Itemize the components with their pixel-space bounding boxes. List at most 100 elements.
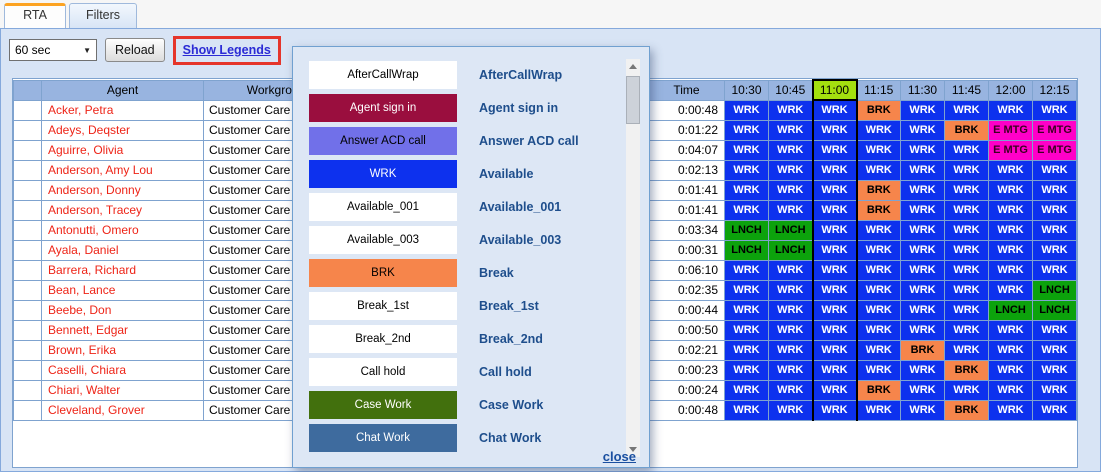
- time-slot-header[interactable]: 12:00: [988, 79, 1033, 101]
- state-cell: BRK: [856, 99, 901, 121]
- row-selector-cell[interactable]: [13, 319, 42, 341]
- reload-button[interactable]: Reload: [105, 38, 165, 62]
- row-selector-cell[interactable]: [13, 159, 42, 181]
- row-selector-cell[interactable]: [13, 99, 42, 121]
- scroll-down-button[interactable]: [626, 442, 640, 457]
- time-slot-header[interactable]: 11:45: [944, 79, 989, 101]
- adherence-time: 0:01:41: [648, 179, 725, 201]
- row-selector-cell[interactable]: [13, 399, 42, 421]
- adherence-time: 0:04:07: [648, 139, 725, 161]
- time-slot-header[interactable]: 11:30: [900, 79, 945, 101]
- agent-name: Cleveland, Grover: [41, 399, 204, 421]
- row-selector-cell[interactable]: [13, 119, 42, 141]
- state-cell: LNCH: [724, 219, 769, 241]
- refresh-interval-select[interactable]: 60 sec ▼: [9, 39, 97, 61]
- state-cell: WRK: [944, 199, 989, 221]
- adherence-time: 0:06:10: [648, 259, 725, 281]
- scrollbar-thumb[interactable]: [626, 76, 640, 124]
- annotation-highlight-box: Show Legends: [172, 35, 281, 65]
- state-cell: WRK: [988, 399, 1033, 421]
- state-cell: WRK: [724, 299, 769, 321]
- row-selector-cell[interactable]: [13, 219, 42, 241]
- time-slot-header[interactable]: 10:45: [768, 79, 813, 101]
- tab-rta[interactable]: RTA: [4, 3, 66, 28]
- state-cell: WRK: [724, 259, 769, 281]
- time-column-header[interactable]: Time: [648, 79, 725, 101]
- row-selector-cell[interactable]: [13, 359, 42, 381]
- adherence-time: 0:01:22: [648, 119, 725, 141]
- agent-name: Anderson, Tracey: [41, 199, 204, 221]
- legend-item: Agent sign in Agent sign in: [309, 94, 649, 122]
- time-slot-header[interactable]: 11:15: [856, 79, 901, 101]
- legend-label: Available_001: [479, 200, 562, 214]
- state-cell: WRK: [900, 159, 945, 181]
- state-cell: WRK: [768, 99, 813, 121]
- state-cell: WRK: [811, 319, 858, 341]
- agent-name: Anderson, Amy Lou: [41, 159, 204, 181]
- state-cell: WRK: [768, 319, 813, 341]
- state-cell: BRK: [944, 119, 989, 141]
- state-cell: LNCH: [768, 239, 813, 261]
- row-selector-cell[interactable]: [13, 239, 42, 261]
- tab-filters[interactable]: Filters: [69, 3, 138, 28]
- state-cell: WRK: [944, 379, 989, 401]
- scroll-up-button[interactable]: [626, 59, 640, 74]
- state-cell: WRK: [988, 379, 1033, 401]
- state-cell: WRK: [900, 139, 945, 161]
- row-selector-cell[interactable]: [13, 379, 42, 401]
- agent-name: Ayala, Daniel: [41, 239, 204, 261]
- legend-label: Available_003: [479, 233, 562, 247]
- row-selector-cell[interactable]: [13, 299, 42, 321]
- legend-item: Call hold Call hold: [309, 358, 649, 386]
- state-cell: WRK: [944, 239, 989, 261]
- time-slot-header[interactable]: 12:15: [1032, 79, 1077, 101]
- state-cell: WRK: [988, 339, 1033, 361]
- row-selector-cell[interactable]: [13, 199, 42, 221]
- row-selector-cell[interactable]: [13, 279, 42, 301]
- time-slot-header[interactable]: 10:30: [724, 79, 769, 101]
- legend-label: Available: [479, 167, 534, 181]
- agent-name: Chiari, Walter: [41, 379, 204, 401]
- state-cell: WRK: [900, 259, 945, 281]
- state-cell: WRK: [1032, 179, 1077, 201]
- state-cell: WRK: [900, 319, 945, 341]
- agent-column-header[interactable]: Agent: [41, 79, 204, 101]
- tab-bar: RTA Filters: [4, 3, 138, 28]
- state-cell: WRK: [724, 199, 769, 221]
- state-cell: WRK: [768, 379, 813, 401]
- legend-item: Case Work Case Work: [309, 391, 649, 419]
- legend-item: Answer ACD call Answer ACD call: [309, 127, 649, 155]
- show-legends-link[interactable]: Show Legends: [182, 42, 271, 57]
- state-cell: WRK: [900, 199, 945, 221]
- state-cell: BRK: [944, 399, 989, 421]
- state-cell: WRK: [988, 239, 1033, 261]
- row-selector-cell[interactable]: [13, 179, 42, 201]
- state-cell: WRK: [811, 279, 858, 301]
- legend-item: WRK Available: [309, 160, 649, 188]
- state-cell: WRK: [768, 119, 813, 141]
- row-selector-cell[interactable]: [13, 259, 42, 281]
- legend-list: AfterCallWrap AfterCallWrap Agent sign in A…: [293, 47, 649, 457]
- chevron-down-icon: ▼: [83, 45, 91, 55]
- state-cell: LNCH: [724, 239, 769, 261]
- state-cell: WRK: [811, 139, 858, 161]
- state-cell: WRK: [1032, 259, 1077, 281]
- legend-close-link[interactable]: close: [602, 449, 636, 464]
- state-cell: WRK: [1032, 339, 1077, 361]
- state-cell: WRK: [856, 339, 901, 361]
- state-cell: WRK: [1032, 219, 1077, 241]
- state-cell: WRK: [856, 119, 901, 141]
- agent-name: Antonutti, Omero: [41, 219, 204, 241]
- time-slot-header[interactable]: 11:00: [811, 79, 858, 101]
- state-cell: WRK: [944, 339, 989, 361]
- legend-scrollbar[interactable]: [626, 59, 640, 457]
- row-selector-cell[interactable]: [13, 339, 42, 361]
- table-row[interactable]: Chiari, Walter Customer Care 5 0:00:24 WRK W…: [13, 379, 1077, 401]
- state-cell: WRK: [724, 139, 769, 161]
- row-selector-cell[interactable]: [13, 139, 42, 161]
- legend-popup: AfterCallWrap AfterCallWrap Agent sign in A…: [292, 46, 650, 468]
- state-cell: E MTG: [988, 139, 1033, 161]
- state-cell: WRK: [811, 179, 858, 201]
- adherence-time: 0:00:23: [648, 359, 725, 381]
- legend-swatch: Agent sign in: [309, 94, 457, 122]
